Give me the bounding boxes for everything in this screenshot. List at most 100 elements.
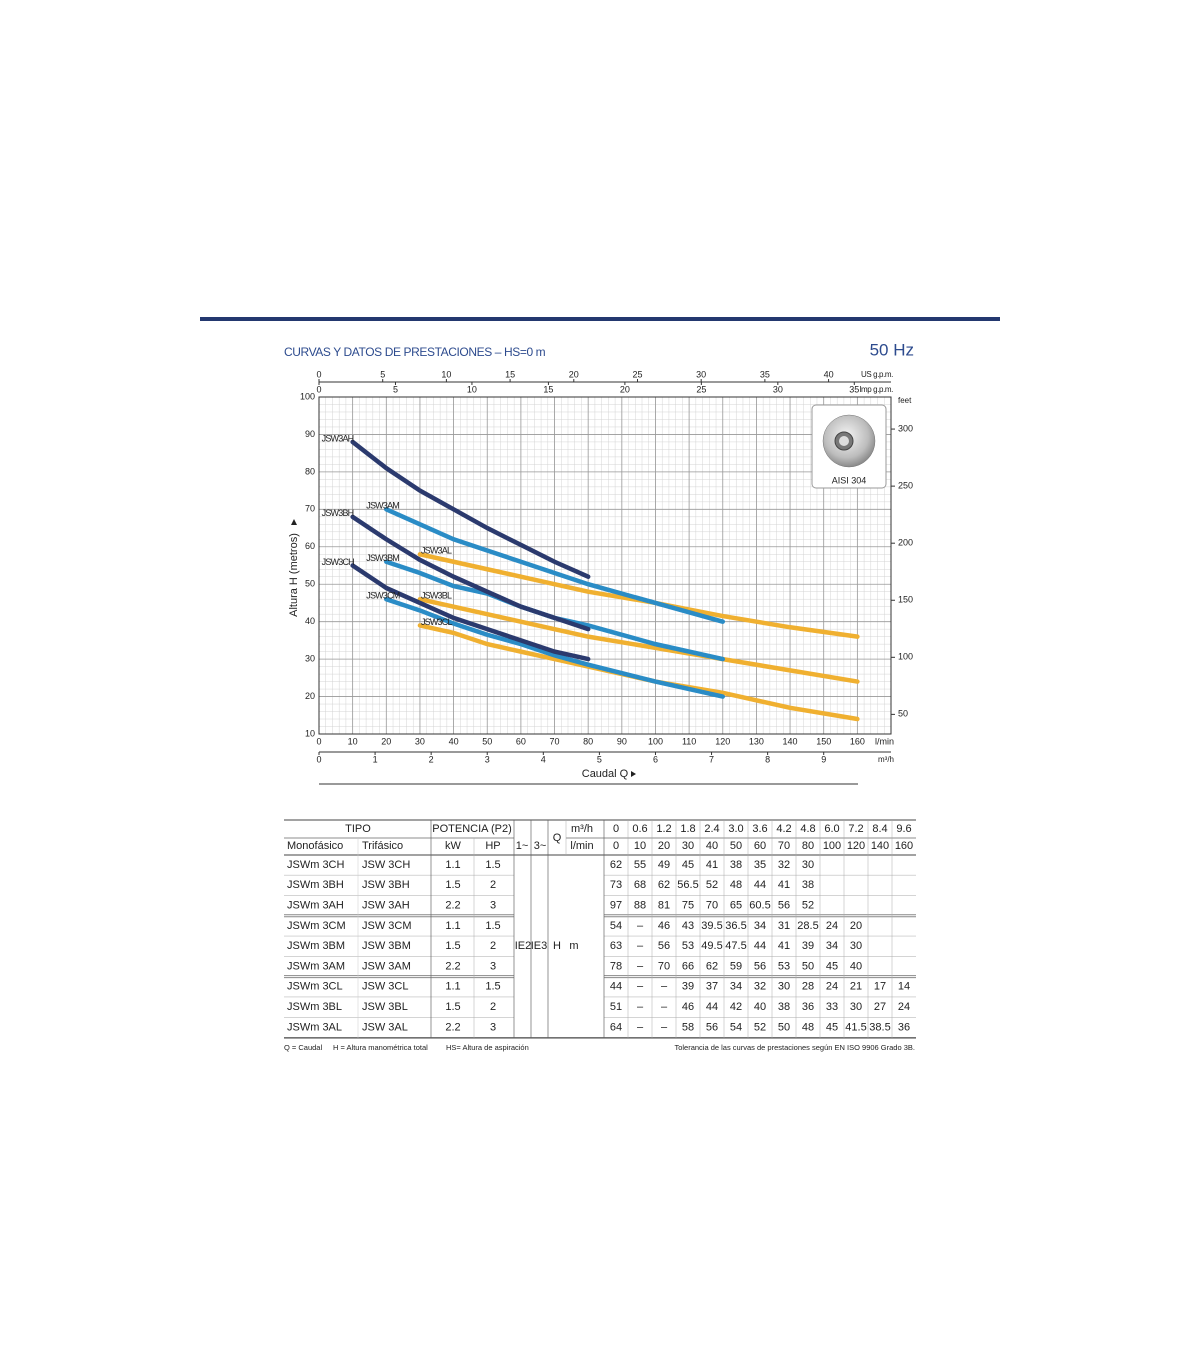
- table-cell: 52: [706, 879, 718, 891]
- table-cell: 51: [610, 1001, 622, 1013]
- pump-curve: [350, 439, 591, 579]
- table-cell: 0: [613, 840, 619, 852]
- table-cell: H: [553, 940, 561, 952]
- y-arrow: [291, 519, 297, 525]
- table-cell: 0: [613, 823, 619, 835]
- table-cell: JSW 3BH: [362, 879, 410, 891]
- feet-tick-label: 150: [898, 595, 913, 605]
- table-cell: 70: [658, 960, 670, 972]
- table-cell: 28: [802, 981, 814, 993]
- table-cell: 39: [802, 940, 814, 952]
- table-cell: 17: [874, 981, 886, 993]
- table-cell: 3.6: [752, 823, 767, 835]
- table-cell: 50: [802, 960, 814, 972]
- curve-label: JSW3AL: [421, 546, 452, 556]
- x-axis-label: Caudal Q: [582, 768, 629, 780]
- table-cell: 1.8: [680, 823, 695, 835]
- table-cell: 2.2: [445, 960, 460, 972]
- table-cell: JSWm 3CL: [287, 981, 343, 993]
- table-cell: 6.0: [824, 823, 839, 835]
- table-cell: 14: [898, 981, 910, 993]
- table-cell: 75: [682, 900, 694, 912]
- pump-curve: [417, 552, 860, 639]
- header-rule: [200, 317, 1000, 321]
- table-cell: 42: [730, 1001, 742, 1013]
- feet-tick-label: 50: [898, 709, 908, 719]
- top-tick-label: 35: [760, 369, 770, 379]
- m3h-tick-label: 1: [373, 754, 378, 764]
- pump-curve: [384, 507, 726, 624]
- table-cell: 39.5: [701, 920, 722, 932]
- y-axis-label: Altura H (metros): [288, 533, 300, 617]
- table-cell: 45: [826, 1021, 838, 1033]
- table-cell: 41: [778, 879, 790, 891]
- table-cell: 64: [610, 1021, 622, 1033]
- table-cell: 49.5: [701, 940, 722, 952]
- top-axis-unit: Imp g.p.m.: [859, 385, 893, 394]
- table-cell: 4.2: [776, 823, 791, 835]
- table-cell: 70: [706, 900, 718, 912]
- table-cell: 2: [490, 1001, 496, 1013]
- x-tick-label: 130: [749, 736, 764, 746]
- m3h-tick-label: 7: [709, 754, 714, 764]
- table-cell: JSW 3CL: [362, 981, 408, 993]
- note-tolerance: Tolerancia de las curvas de prestaciones…: [674, 1043, 915, 1052]
- table-cell: 39: [682, 981, 694, 993]
- table-cell: JSW 3AM: [362, 960, 411, 972]
- x-tick-label: 30: [415, 736, 425, 746]
- m3h-tick-label: 9: [821, 754, 826, 764]
- top-tick-label: 15: [543, 384, 553, 394]
- table-cell: 45: [826, 960, 838, 972]
- table-cell: 55: [634, 859, 646, 871]
- table-cell: 36: [802, 1001, 814, 1013]
- table-cell: 20: [658, 840, 670, 852]
- feet-tick-label: 200: [898, 538, 913, 548]
- table-cell: 140: [871, 840, 889, 852]
- pump-curve: [350, 514, 591, 632]
- top-tick-label: 20: [620, 384, 630, 394]
- table-cell: 2: [490, 940, 496, 952]
- table-cell: TIPO: [345, 823, 371, 835]
- table-cell: –: [637, 940, 644, 952]
- table-cell: 50: [730, 840, 742, 852]
- y-tick-label: 80: [305, 466, 315, 476]
- plot-frame: [318, 396, 892, 735]
- table-cell: 62: [658, 879, 670, 891]
- table-cell: JSW 3AL: [362, 1021, 408, 1033]
- top-tick-label: 0: [316, 384, 321, 394]
- m3h-tick-label: 0: [316, 754, 321, 764]
- table-cell: 2.2: [445, 1021, 460, 1033]
- table-cell: 56: [706, 1021, 718, 1033]
- table-cell: 20: [850, 920, 862, 932]
- table-cell: 49: [658, 859, 670, 871]
- curve-label: JSW3CM: [366, 591, 400, 601]
- table-cell: 40: [754, 1001, 766, 1013]
- m3h-tick-label: 5: [597, 754, 602, 764]
- table-cell: 56: [658, 940, 670, 952]
- x-tick-label: 70: [550, 736, 560, 746]
- table-cell: 10: [634, 840, 646, 852]
- m3h-tick-label: 4: [541, 754, 546, 764]
- y-tick-label: 70: [305, 504, 315, 514]
- table-cell: JSWm 3CM: [287, 920, 346, 932]
- table-cell: 1.5: [445, 1001, 460, 1013]
- table-cell: 120: [847, 840, 865, 852]
- m3h-tick-label: 3: [485, 754, 490, 764]
- x-tick-label: 150: [816, 736, 831, 746]
- table-cell: 38: [778, 1001, 790, 1013]
- table-cell: 34: [730, 981, 742, 993]
- table-cell: 44: [754, 879, 766, 891]
- table-cell: 27: [874, 1001, 886, 1013]
- table-cell: 36: [898, 1021, 910, 1033]
- table-cell: 88: [634, 900, 646, 912]
- table-cell: 40: [850, 960, 862, 972]
- curve-label: JSW3BM: [366, 553, 399, 563]
- table-cell: 97: [610, 900, 622, 912]
- table-cell: 52: [802, 900, 814, 912]
- curve-label: JSW3CL: [421, 617, 453, 627]
- table-cell: 38: [730, 859, 742, 871]
- top-tick-label: 10: [467, 384, 477, 394]
- note-q: Q = Caudal: [284, 1043, 322, 1052]
